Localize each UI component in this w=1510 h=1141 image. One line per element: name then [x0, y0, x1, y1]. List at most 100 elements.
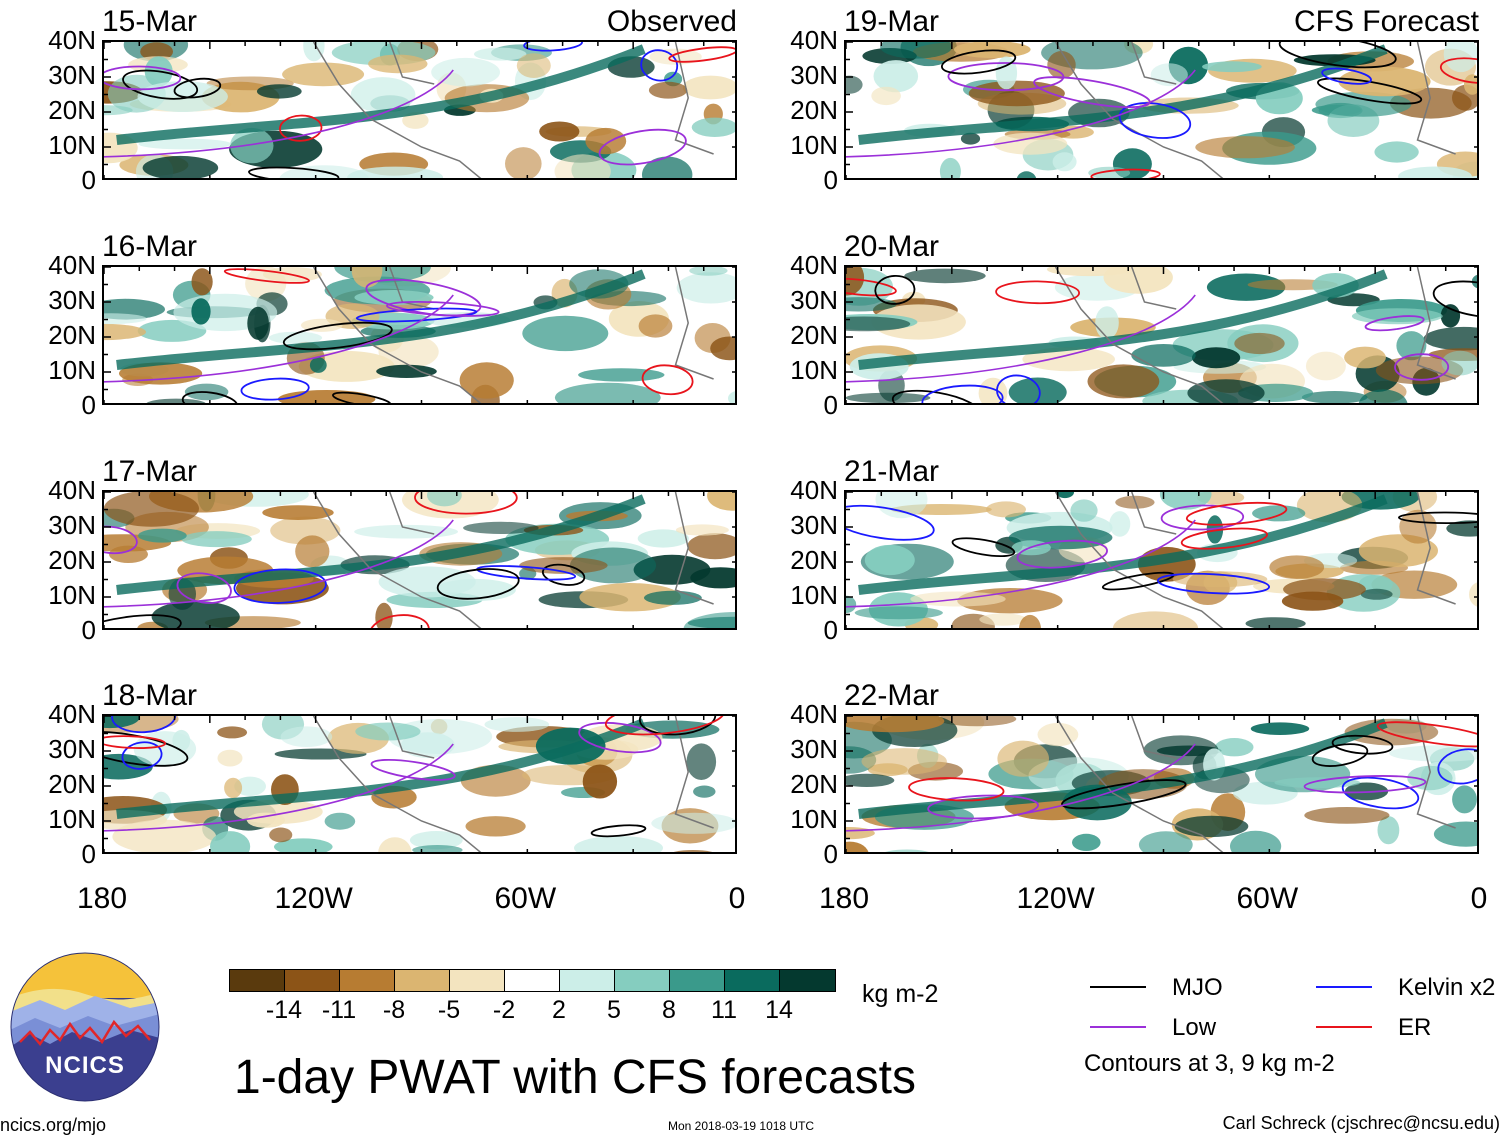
anomaly-blob [1055, 492, 1074, 499]
y-tick-label: 0 [823, 390, 838, 420]
anomaly-blob [303, 42, 325, 62]
y-tick-label: 40N [790, 250, 838, 280]
anomaly-blob [133, 731, 197, 767]
y-tick-label: 10N [48, 130, 96, 160]
contour-line [122, 69, 199, 100]
contour-line [223, 268, 310, 284]
anomaly-blob [846, 827, 875, 840]
anomaly-blob [574, 836, 663, 852]
anomaly-blob [1037, 722, 1079, 747]
anomaly-blob [269, 827, 293, 843]
contour-line [386, 300, 500, 317]
contour-line [1394, 353, 1450, 381]
anomaly-blob [1195, 136, 1295, 159]
contour-line [104, 735, 167, 749]
anomaly-blob [474, 47, 527, 61]
anomaly-blob [142, 155, 219, 178]
anomaly-blob [1304, 807, 1390, 824]
pwat-field [846, 492, 1477, 628]
anomaly-blob [637, 529, 689, 548]
y-tick-label: 30N [790, 510, 838, 540]
anomaly-blob [1019, 614, 1041, 628]
footer-url[interactable]: ncics.org/mjo [0, 1115, 107, 1135]
anomaly-blob [1396, 331, 1427, 361]
contour-line [1090, 168, 1161, 178]
y-tick-label: 30N [790, 734, 838, 764]
anomaly-blob [295, 535, 330, 568]
y-tick-label: 20N [48, 95, 96, 125]
contour-line [578, 721, 662, 754]
contour-line [1437, 748, 1477, 785]
anomaly-blob [151, 600, 240, 628]
ncics-logo-graphic [10, 952, 160, 1102]
contour-line [104, 525, 138, 555]
anomaly-blob [569, 547, 657, 584]
y-tick-label: 40N [48, 250, 96, 280]
colorbar-label: 2 [552, 996, 566, 1024]
anomaly-blob [1377, 816, 1400, 845]
contour-line [233, 568, 327, 604]
contour-line [1156, 572, 1271, 595]
anomaly-blob [1360, 588, 1393, 600]
y-tick-label: 10N [790, 804, 838, 834]
anomaly-blob [871, 86, 901, 106]
x-tick-label: 180 [818, 882, 870, 915]
legend-label: MJO [1172, 974, 1223, 1001]
anomaly-blob [1016, 171, 1037, 178]
anomaly-blob [1103, 267, 1173, 294]
anomaly-blob [1203, 571, 1238, 594]
contour-line [104, 65, 182, 91]
anomaly-blob [885, 849, 929, 852]
colorbar-label: 5 [607, 996, 621, 1024]
y-tick-label: 0 [823, 839, 838, 869]
contour-line [240, 377, 310, 401]
anomaly-blob [1443, 42, 1477, 73]
contour-line [282, 321, 393, 351]
colorbar-label: -14 [265, 996, 303, 1024]
anomaly-blob [846, 595, 857, 613]
anomaly-blob [1389, 87, 1472, 119]
anomaly-blob [644, 590, 702, 605]
pwat-map-panel [102, 265, 737, 405]
panel-date-label: 21-Mar [844, 455, 940, 488]
x-tick-label: 120W [274, 882, 353, 915]
anomaly-blob [270, 516, 341, 545]
x-tick-label: 0 [728, 882, 746, 915]
pwat-field [104, 42, 735, 178]
anomaly-blob [993, 132, 1068, 155]
anomaly-blob [1344, 346, 1386, 369]
panel-column-label: Observed [606, 5, 737, 38]
y-tick-label: 40N [790, 475, 838, 505]
pwat-field [104, 716, 735, 852]
anomaly-blob [1112, 611, 1199, 628]
colorbar-swatch [504, 969, 561, 992]
contour-line [1180, 527, 1268, 550]
coastline [312, 42, 714, 178]
logo-text: NCICS [45, 1052, 125, 1079]
anomaly-blob [104, 323, 146, 341]
anomaly-blob [986, 501, 1026, 518]
anomaly-blob [282, 62, 365, 87]
coastline [1054, 267, 1456, 403]
anomaly-blob [1452, 785, 1477, 814]
anomaly-blob [224, 777, 243, 799]
pwat-field [104, 492, 735, 628]
anomaly-blob [846, 75, 863, 94]
contour-line [638, 716, 717, 736]
anomaly-blob [1389, 745, 1477, 762]
anomaly-blob [1441, 350, 1477, 376]
y-tick-label: 10N [48, 804, 96, 834]
anomaly-blob [846, 316, 911, 332]
y-tick-label: 40N [48, 475, 96, 505]
anomaly-blob [689, 267, 728, 276]
contour-line [1101, 571, 1175, 591]
contour-line [365, 278, 482, 317]
anomaly-blob [1087, 364, 1160, 399]
anomaly-blob [871, 304, 966, 340]
anomaly-blob [693, 785, 716, 798]
legend-label: Low [1172, 1014, 1217, 1041]
anomaly-blob [274, 838, 333, 852]
y-tick-label: 10N [48, 355, 96, 385]
anomaly-blob [673, 850, 713, 852]
y-tick-label: 30N [790, 60, 838, 90]
